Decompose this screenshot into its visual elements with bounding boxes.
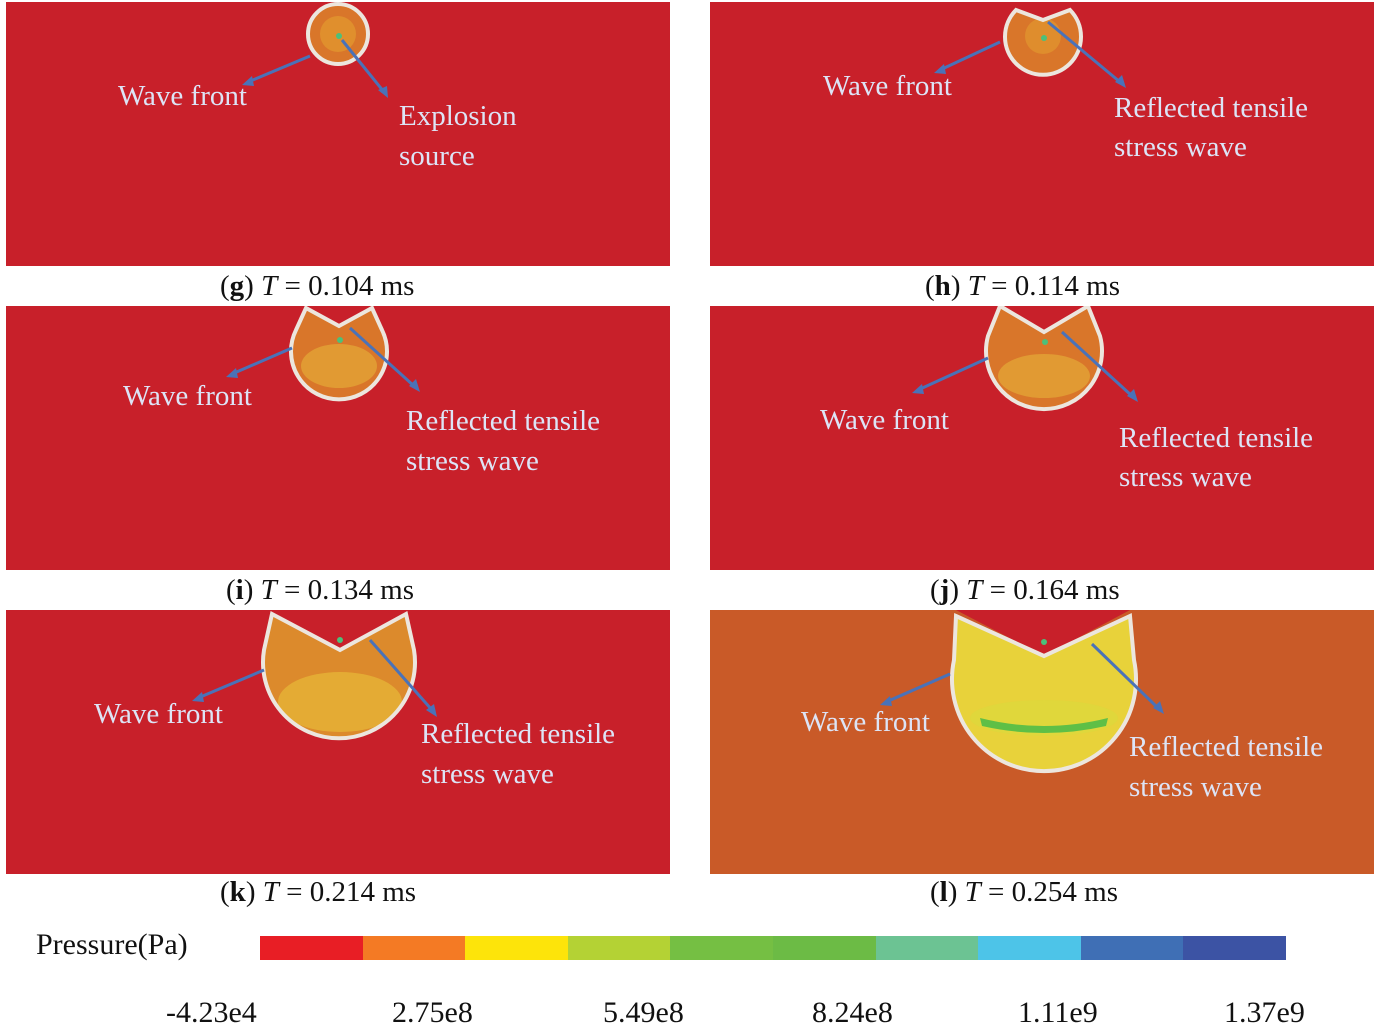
caption-letter: h	[934, 270, 951, 302]
colorbar-segment-8	[1080, 936, 1184, 960]
arrow-wave-front	[247, 54, 311, 84]
arrow-reflected-wave	[1090, 642, 1160, 710]
panel-g-field	[6, 2, 670, 266]
colorbar-tick: 1.37e9	[1224, 996, 1305, 1029]
wave-front-ring	[950, 612, 1138, 773]
reflected-label-line1: Reflected tensile	[421, 718, 616, 750]
colorbar-segment-5	[772, 936, 876, 960]
panel-l: Wave front Reflected tensile stress wave	[710, 610, 1374, 874]
colorbar-tick: 8.24e8	[812, 996, 893, 1029]
colorbar-segment-0	[260, 936, 363, 960]
wave-front-ring	[984, 306, 1104, 412]
caption-letter: j	[939, 574, 950, 606]
arrow-wave-front	[917, 356, 989, 392]
caption-g: (g) T = 0.104 ms	[220, 270, 415, 302]
panel-i-field	[6, 306, 670, 570]
panel-h-field	[710, 2, 1374, 266]
caption-letter: i	[235, 574, 244, 606]
caption-h: (h) T = 0.114 ms	[925, 270, 1121, 302]
caption-time: 0.254 ms	[1011, 876, 1118, 908]
caption-eq: =	[980, 876, 1012, 908]
caption-letter: l	[939, 876, 948, 908]
wave-front-ring	[1003, 7, 1083, 77]
colorbar-segment-4	[670, 936, 773, 960]
colorbar-tick: 5.49e8	[603, 996, 684, 1029]
caption-i: (i) T = 0.134 ms	[226, 574, 414, 606]
wave-front-ring	[306, 2, 370, 66]
arrow-reflected-wave	[368, 639, 434, 711]
colorbar-tick: 1.11e9	[1018, 996, 1098, 1029]
compression-band	[980, 718, 1108, 733]
reflected-label-line2: stress wave	[421, 758, 554, 790]
colorbar-segment-2	[465, 936, 568, 960]
caption-eq: =	[983, 270, 1015, 302]
panel-i: Wave front Reflected tensile stress wave	[6, 306, 670, 570]
wave-front-ring	[289, 306, 389, 402]
colorbar-segment-1	[362, 936, 466, 960]
panel-l-field	[710, 610, 1374, 874]
caption-var: T	[967, 270, 984, 302]
wave-front-label: Wave front	[820, 404, 949, 436]
colorbar-title: Pressure(Pa)	[36, 928, 188, 961]
panel-j: Wave front Reflected tensile stress wave	[710, 306, 1374, 570]
wave-region	[952, 616, 1136, 772]
colorbar-segment-7	[978, 936, 1081, 960]
caption-j: (j) T = 0.164 ms	[930, 574, 1120, 606]
wave-front-label: Wave front	[118, 80, 247, 112]
caption-eq: =	[278, 876, 310, 908]
arrow-wave-front	[885, 672, 951, 704]
caption-eq: =	[276, 574, 308, 606]
arrow-explosion-source	[340, 39, 386, 93]
arrow-reflected-wave	[348, 326, 416, 388]
caption-var: T	[966, 574, 983, 606]
caption-time: 0.114 ms	[1014, 270, 1121, 302]
caption-eq: =	[982, 574, 1014, 606]
colorbar	[260, 936, 1286, 960]
caption-time: 0.164 ms	[1013, 574, 1120, 606]
panel-g: Wave front Explosion source	[6, 2, 670, 266]
wave-front-label: Wave front	[94, 698, 223, 730]
reflected-label-line1: Reflected tensile	[1119, 422, 1314, 454]
panel-k: Wave front Reflected tensile stress wave	[6, 610, 670, 874]
caption-letter: k	[229, 876, 246, 908]
reflected-label-line1: Reflected tensile	[406, 405, 601, 437]
explosion-label-line2: source	[399, 140, 475, 172]
wave-front-label: Wave front	[823, 70, 952, 102]
panel-j-field	[710, 306, 1374, 570]
colorbar-segment-9	[1183, 936, 1286, 960]
colorbar-tick: 2.75e8	[392, 996, 473, 1029]
reflected-label-line1: Reflected tensile	[1114, 92, 1309, 124]
reflected-label-line2: stress wave	[406, 445, 539, 477]
colorbar-segment-3	[567, 936, 671, 960]
arrow-wave-front	[939, 40, 1001, 72]
caption-time: 0.104 ms	[308, 270, 415, 302]
wave-front-label: Wave front	[123, 380, 252, 412]
arrow-reflected-wave	[1060, 330, 1134, 398]
colorbar-segment-6	[875, 936, 979, 960]
reflected-label-line2: stress wave	[1119, 461, 1252, 493]
reflected-label-line1: Reflected tensile	[1129, 731, 1324, 763]
reflected-label-line2: stress wave	[1129, 771, 1262, 803]
caption-letter: g	[229, 270, 245, 302]
colorbar-tick: -4.23e4	[166, 996, 257, 1029]
caption-var: T	[261, 270, 278, 302]
explosion-label-line1: Explosion	[399, 100, 517, 132]
arrow-reflected-wave	[1047, 20, 1121, 84]
caption-eq: =	[277, 270, 309, 302]
caption-k: (k) T = 0.214 ms	[220, 876, 417, 908]
reflected-label-line2: stress wave	[1114, 131, 1247, 163]
panel-h: Wave front Reflected tensile stress wave	[710, 2, 1374, 266]
wave-front-ring	[261, 610, 417, 741]
arrow-wave-front	[197, 668, 265, 700]
panel-k-field	[6, 610, 670, 874]
arrow-wave-front	[231, 346, 293, 376]
caption-var: T	[262, 876, 279, 908]
caption-var: T	[260, 574, 277, 606]
caption-var: T	[964, 876, 981, 908]
wave-front-label: Wave front	[801, 706, 930, 738]
caption-time: 0.134 ms	[307, 574, 414, 606]
caption-l: (l) T = 0.254 ms	[930, 876, 1118, 908]
explosion-source-dot	[336, 33, 342, 39]
caption-time: 0.214 ms	[309, 876, 417, 908]
